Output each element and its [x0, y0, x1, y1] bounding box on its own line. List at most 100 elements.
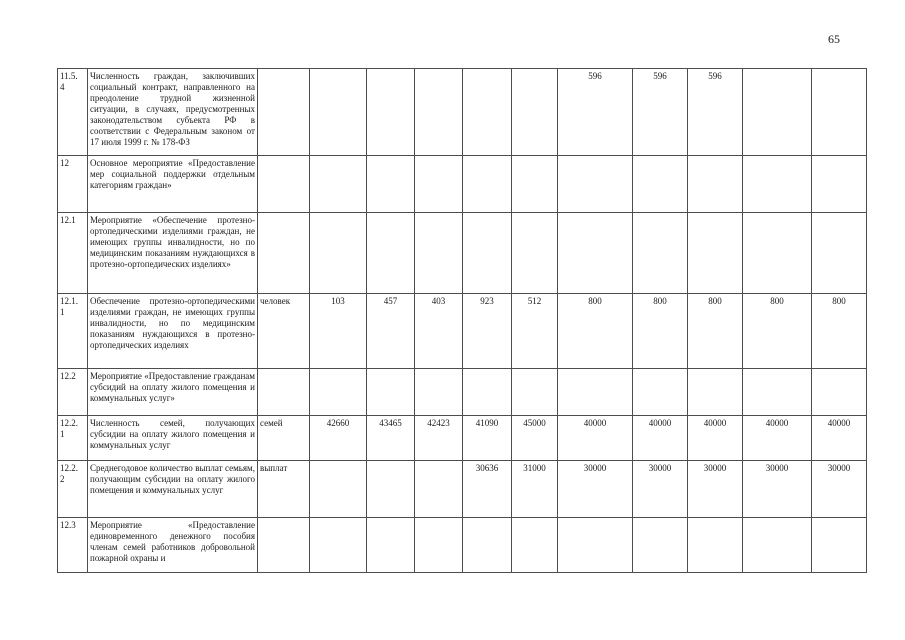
row-value: 596: [687, 68, 743, 156]
table-row: 12.1 Мероприятие «Обеспечение протезно-ор…: [57, 212, 867, 294]
row-value: [414, 517, 463, 573]
row-value: [687, 155, 743, 213]
row-value: [511, 155, 558, 213]
row-value: 41090: [462, 415, 512, 461]
row-description: Мероприятие «Предоставление гражданам су…: [87, 368, 258, 416]
table-row: 12.3 Мероприятие «Предоставление единовре…: [57, 517, 867, 573]
row-description: Среднегодовое количество выплат семьям, …: [87, 460, 258, 518]
indicators-table: 11.5. 4 Численность граждан, заключивших …: [57, 68, 867, 573]
row-value: [742, 368, 812, 416]
row-value: 40000: [632, 415, 688, 461]
row-description: Мероприятие «Обеспечение протезно-ортопе…: [87, 212, 258, 294]
row-value: [309, 460, 367, 518]
table-row: 12.2. 2 Среднегодовое количество выплат с…: [57, 460, 867, 518]
row-value: [462, 368, 512, 416]
row-unit: семей: [257, 415, 310, 461]
row-value: [462, 68, 512, 156]
row-value: 512: [511, 293, 558, 369]
row-value: [632, 368, 688, 416]
table-row: 12.2. 1 Численность семей, получающих суб…: [57, 415, 867, 461]
row-number: 11.5. 4: [57, 68, 88, 156]
row-value: 42423: [414, 415, 463, 461]
row-value: [632, 517, 688, 573]
row-number: 12: [57, 155, 88, 213]
row-value: 596: [632, 68, 688, 156]
row-unit: [257, 212, 310, 294]
row-value: [557, 368, 633, 416]
row-value: [811, 68, 867, 156]
row-value: 800: [557, 293, 633, 369]
row-value: [309, 212, 367, 294]
row-value: [632, 212, 688, 294]
row-value: [557, 155, 633, 213]
row-number: 12.1. 1: [57, 293, 88, 369]
row-unit: [257, 68, 310, 156]
row-value: [414, 368, 463, 416]
row-value: [414, 155, 463, 213]
row-value: 403: [414, 293, 463, 369]
row-value: 31000: [511, 460, 558, 518]
row-value: 596: [557, 68, 633, 156]
row-value: [511, 212, 558, 294]
row-value: 30000: [742, 460, 812, 518]
table-row: 12.1. 1 Обеспечение протезно-ортопедическ…: [57, 293, 867, 369]
row-value: [687, 368, 743, 416]
row-value: [462, 517, 512, 573]
table-row: 12 Основное мероприятие «Предоставление м…: [57, 155, 867, 213]
row-value: [366, 155, 415, 213]
row-value: [366, 517, 415, 573]
row-value: [811, 368, 867, 416]
row-value: [366, 460, 415, 518]
row-description: Мероприятие «Предоставление единовременн…: [87, 517, 258, 573]
row-value: [811, 517, 867, 573]
row-value: [309, 517, 367, 573]
row-value: 30636: [462, 460, 512, 518]
row-value: [742, 68, 812, 156]
row-value: [366, 368, 415, 416]
page-number: 65: [828, 32, 840, 46]
row-value: [511, 368, 558, 416]
row-value: 30000: [687, 460, 743, 518]
row-unit: [257, 368, 310, 416]
row-value: 800: [632, 293, 688, 369]
row-value: 800: [742, 293, 812, 369]
row-value: 40000: [687, 415, 743, 461]
table-row: 11.5. 4 Численность граждан, заключивших …: [57, 68, 867, 156]
row-value: [632, 155, 688, 213]
row-value: [811, 155, 867, 213]
row-value: [557, 212, 633, 294]
row-number: 12.1: [57, 212, 88, 294]
row-value: 457: [366, 293, 415, 369]
row-number: 12.2: [57, 368, 88, 416]
row-value: [557, 517, 633, 573]
row-unit: [257, 155, 310, 213]
row-value: [511, 68, 558, 156]
row-value: [687, 517, 743, 573]
row-value: 30000: [811, 460, 867, 518]
table-row: 12.2 Мероприятие «Предоставление граждана…: [57, 368, 867, 416]
row-value: [742, 155, 812, 213]
row-number: 12.2. 2: [57, 460, 88, 518]
row-value: [414, 460, 463, 518]
row-description: Численность семей, получающих субсидии н…: [87, 415, 258, 461]
row-value: 42660: [309, 415, 367, 461]
row-unit: человек: [257, 293, 310, 369]
row-value: [462, 155, 512, 213]
row-value: 40000: [557, 415, 633, 461]
row-description: Основное мероприятие «Предоставление мер…: [87, 155, 258, 213]
row-value: [414, 68, 463, 156]
table-body: 11.5. 4 Численность граждан, заключивших …: [57, 68, 867, 573]
row-number: 12.3: [57, 517, 88, 573]
row-value: [309, 68, 367, 156]
row-value: 800: [811, 293, 867, 369]
row-unit: выплат: [257, 460, 310, 518]
row-value: [309, 368, 367, 416]
row-value: 43465: [366, 415, 415, 461]
row-value: [414, 212, 463, 294]
row-value: [811, 212, 867, 294]
row-value: 40000: [742, 415, 812, 461]
row-unit: [257, 517, 310, 573]
row-value: 923: [462, 293, 512, 369]
row-value: [742, 517, 812, 573]
